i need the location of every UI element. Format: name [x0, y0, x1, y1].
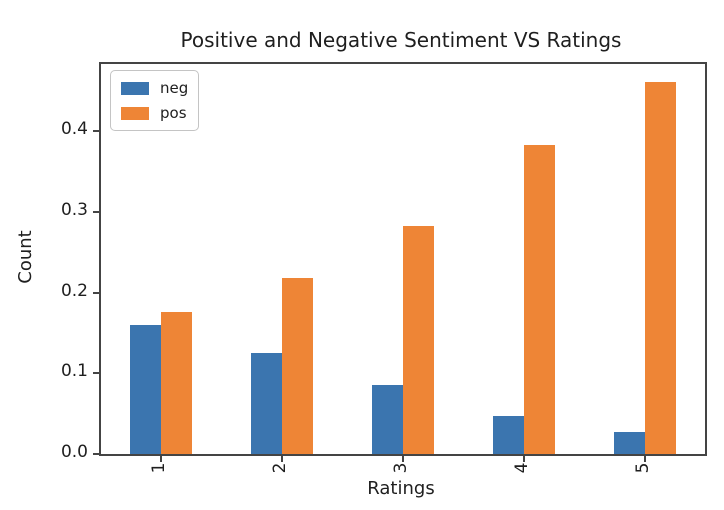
legend-label: neg	[160, 79, 189, 97]
y-tick-mark	[93, 372, 99, 375]
y-tick-label: 0.4	[60, 119, 88, 140]
x-axis-label: Ratings	[367, 478, 435, 499]
x-tick-mark	[281, 456, 284, 462]
x-tick-mark	[402, 456, 404, 462]
chart-title: Positive and Negative Sentiment VS Ratin…	[180, 28, 622, 52]
x-tick-label: 4	[511, 462, 532, 474]
x-tick-label: 2	[270, 462, 291, 474]
bar-pos-5	[644, 81, 676, 454]
x-tick-mark	[160, 456, 163, 462]
y-tick-label: 0.1	[60, 361, 88, 382]
legend-label: pos	[160, 104, 187, 122]
bar-pos-1	[161, 311, 193, 454]
bar-neg-5	[613, 432, 645, 454]
y-tick-mark	[93, 210, 99, 213]
bar-neg-4	[492, 416, 524, 454]
plot-area	[93, 62, 707, 462]
y-tick-mark	[93, 291, 99, 294]
y-tick-mark	[93, 453, 99, 455]
legend-swatch-neg	[121, 81, 149, 95]
bar-neg-2	[251, 353, 283, 454]
x-tick-mark	[522, 456, 525, 462]
x-tick-label: 5	[632, 462, 653, 474]
legend-item-pos: pos	[121, 103, 188, 123]
bar-neg-3	[372, 385, 403, 454]
legend-item-neg: neg	[121, 78, 188, 98]
bar-pos-4	[523, 144, 555, 454]
legend: neg pos	[110, 70, 200, 131]
x-tick-label: 1	[149, 462, 170, 474]
y-tick-label: 0.0	[60, 442, 88, 462]
legend-swatch-pos	[121, 106, 149, 120]
bar-neg-1	[130, 324, 162, 454]
x-tick-mark	[643, 456, 646, 462]
y-tick-label: 0.3	[60, 199, 88, 220]
x-tick-label: 3	[391, 462, 411, 474]
y-tick-mark	[93, 130, 99, 133]
y-tick-label: 0.2	[60, 280, 88, 301]
y-axis-label: Count	[15, 230, 36, 284]
bar-pos-3	[403, 225, 434, 454]
bar-pos-2	[282, 278, 314, 454]
